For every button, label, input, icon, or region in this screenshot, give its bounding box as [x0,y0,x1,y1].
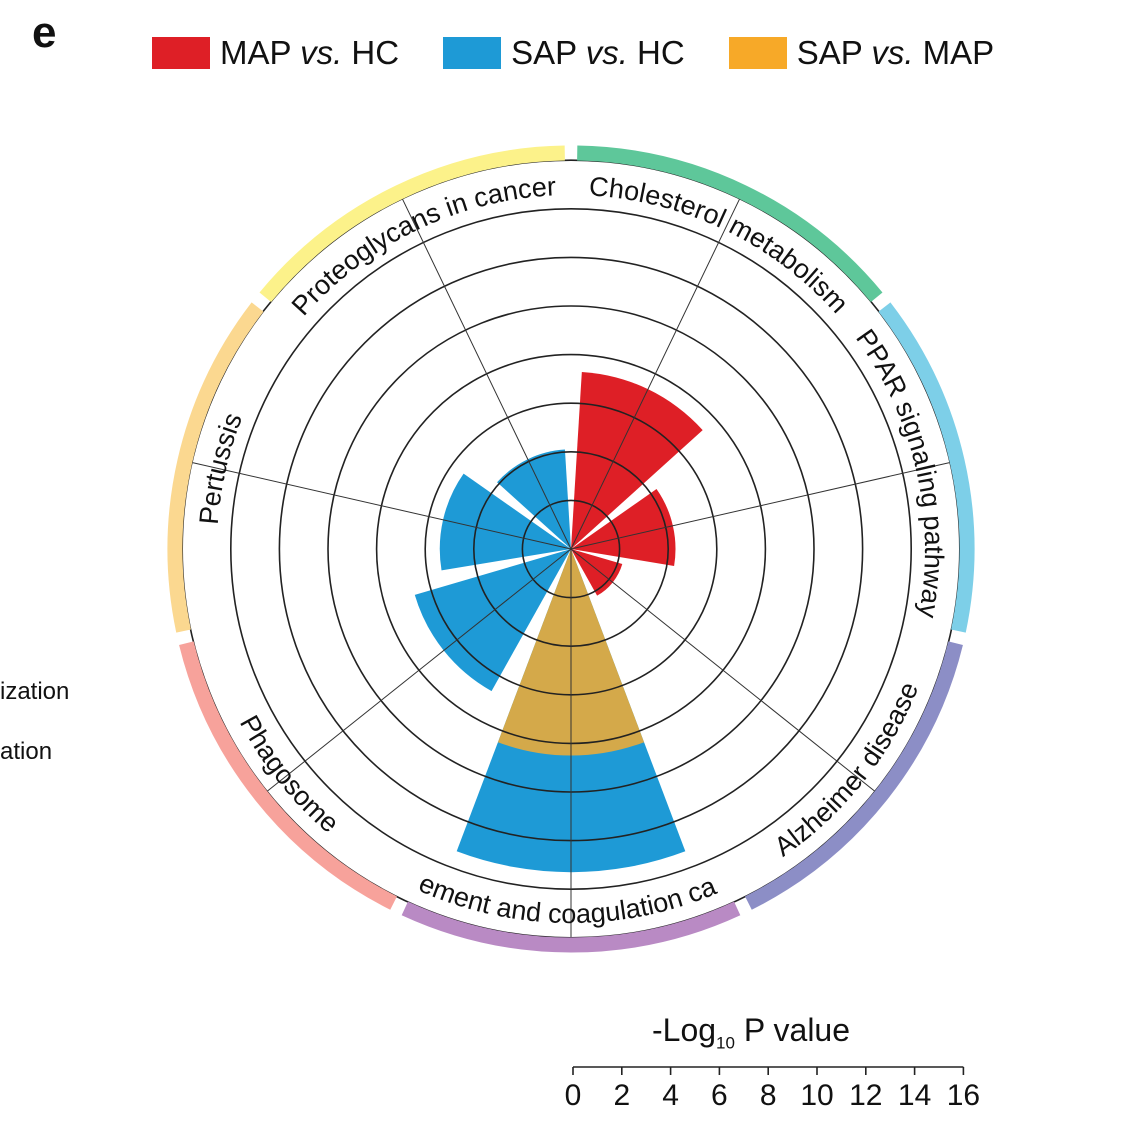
category-ring-segment [745,641,963,910]
scale-tick-label: 10 [800,1079,833,1112]
scale-tick-label: 14 [898,1079,931,1112]
spoke [570,461,951,550]
legend-label: SAP vs. HC [511,34,685,71]
cropped-label: ation [0,738,53,765]
category-ring-segment [167,302,264,633]
spoke [570,548,876,792]
bars-layer [414,371,703,873]
category-spokes [191,198,951,938]
bar-pertussis [439,473,571,571]
spoke [570,198,741,550]
bar-cholesterol-metabolism [571,371,703,549]
scale-tick-label: 2 [613,1079,630,1112]
scale-title: -Log10 P value [652,1012,851,1053]
legend-swatch [443,37,502,69]
legend: MAP vs. HC SAP vs. HC SAP vs. MAP [152,34,1038,72]
scale-tick-label: 16 [947,1079,980,1112]
legend-item-sap-vs-hc: SAP vs. HC [443,34,685,72]
legend-swatch [152,37,210,69]
panel-letter: e [32,8,57,57]
bar-alzheimer-disease [571,549,623,596]
value-scale: 0 2 4 6 8 10 12 14 16 [565,1066,980,1112]
scale-tick-label: 6 [711,1079,728,1112]
legend-item-sap-vs-map: SAP vs. MAP [728,34,995,72]
spoke [266,548,572,792]
legend-swatch [728,37,787,69]
scale-tick-label: 12 [849,1079,882,1112]
category-ring [167,145,975,953]
category-ring-segment [179,641,397,910]
category-ring-segment [401,901,741,953]
spoke [401,198,572,550]
category-ring-segment [577,145,883,303]
spoke [191,461,572,550]
cropped-label: ization [0,678,70,705]
scale-tick-label: 0 [565,1079,582,1112]
scale-tick-label: 4 [662,1079,679,1112]
legend-item-map-vs-hc: MAP vs. HC [152,34,399,72]
scale-tick-label: 8 [760,1079,777,1112]
category-label: PPAR signaling pathway [850,324,949,621]
category-ring-segment [259,145,565,303]
bar-phagosome [414,549,571,692]
legend-label: MAP vs. HC [220,34,400,71]
bar-proteoglycans-in-cancer [497,449,571,549]
category-ring-segment [878,302,975,633]
bar-ppar-signaling-pathway [571,488,676,566]
legend-label: SAP vs. MAP [796,34,995,71]
